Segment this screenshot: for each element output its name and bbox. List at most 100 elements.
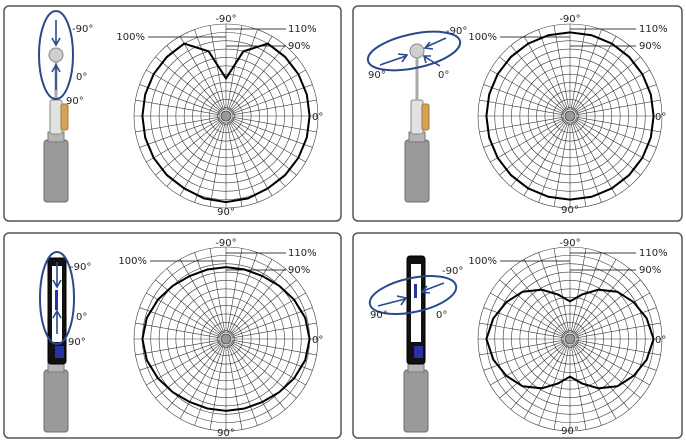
axis-label-side: 0° [655,112,666,123]
polar-spoke [179,36,224,111]
polar-spoke [229,120,286,187]
polar-spoke [179,344,224,419]
device-housing [410,99,424,135]
polar-response-curve [141,42,311,204]
polar-spoke [575,116,661,133]
polar-spoke [231,339,317,356]
polar-spoke [146,69,221,114]
device-label-mid: 0° [438,70,449,81]
axis-label-110: 110% [288,24,317,35]
arrow-top [51,20,61,47]
polar-spoke [571,29,602,111]
device-label-mid: 0° [76,72,87,83]
device-base [43,369,69,433]
polar-spoke [510,45,567,112]
device-sensor-ball [48,47,64,63]
polar-spoke [575,117,657,148]
polar-spoke [139,340,221,371]
polar-spoke [575,84,657,115]
polar-chart [133,246,319,432]
polar-spoke [231,340,313,371]
polar-spoke [523,344,568,419]
axis-label-100: 100% [468,32,497,43]
polar-spoke [479,339,565,356]
polar-spoke [194,121,225,203]
polar-spoke [231,307,313,338]
callout-ellipse [39,251,75,345]
polar-spoke [510,268,567,335]
device-tube-vertical: -90° 0° 90° [39,251,91,433]
polar-spoke [575,322,661,339]
polar-spoke [499,279,566,336]
polar-spoke [573,45,630,112]
device-sensor-ball [409,43,425,59]
polar-hub [564,333,576,345]
polar-spoke [194,344,225,426]
callout-ellipse [38,10,74,100]
polar-spoke [228,121,273,196]
polar-spoke [226,121,243,207]
polar-spoke [538,121,569,203]
polar-spoke [194,252,225,334]
polar-spoke [570,344,587,430]
device-accent [60,103,69,131]
device-label-left: 90° [370,310,388,321]
polar-spoke [523,121,568,196]
polar-spoke [228,36,273,111]
polar-spoke [227,29,258,111]
polar-spoke [155,119,222,176]
polar-spoke [573,268,630,335]
polar-spoke [575,118,650,163]
panel-frame [352,232,683,439]
polar-spoke [155,279,222,336]
polar-spoke [226,248,243,334]
polar-spoke [574,56,641,113]
polar-spoke [135,322,221,339]
polar-spoke [231,322,317,339]
polar-spoke [553,248,570,334]
axis-label-100: 100% [468,256,497,267]
device-accent [421,103,430,131]
polar-spoke [226,344,243,430]
polar-spoke [135,99,221,116]
polar-spoke [229,45,286,112]
axis-label-100: 100% [116,32,145,43]
polar-spoke [490,341,565,386]
arrow-right [423,37,447,50]
axis-label-top: -90° [559,238,580,249]
polar-spoke [155,342,222,399]
polar-spoke [572,344,617,419]
device-housing [49,99,63,135]
polar-spoke [231,99,317,116]
device-base [43,139,69,203]
panel-frame [3,5,342,222]
polar-spoke [139,307,221,338]
polar-spoke [570,121,587,207]
polar-spoke [575,339,661,356]
device-rod-horizontal: -90° 0° 90° [366,26,467,203]
panel-frame [352,5,683,222]
polar-chart [477,246,663,432]
polar-hub [220,333,232,345]
device-label-left: 90° [368,70,386,81]
polar-hub [220,110,232,122]
polar-grid [133,23,319,209]
polar-spoke [209,25,226,111]
polar-spoke [166,45,223,112]
polar-spoke [227,344,258,426]
arrow-bottom [422,55,441,67]
device-base [403,369,429,433]
callout-ellipse [368,275,458,315]
polar-spoke [573,343,630,410]
polar-chart [477,23,663,209]
polar-response-curve [141,266,311,412]
device-label-top: -90° [70,262,91,273]
device-base [404,139,430,203]
polar-spoke [479,116,565,133]
axis-label-90: 90% [288,265,310,276]
polar-spoke [574,342,641,399]
device-tube-horizontal: -90° 0° 90° [368,255,463,433]
polar-spoke [483,84,565,115]
polar-spoke [483,117,565,148]
